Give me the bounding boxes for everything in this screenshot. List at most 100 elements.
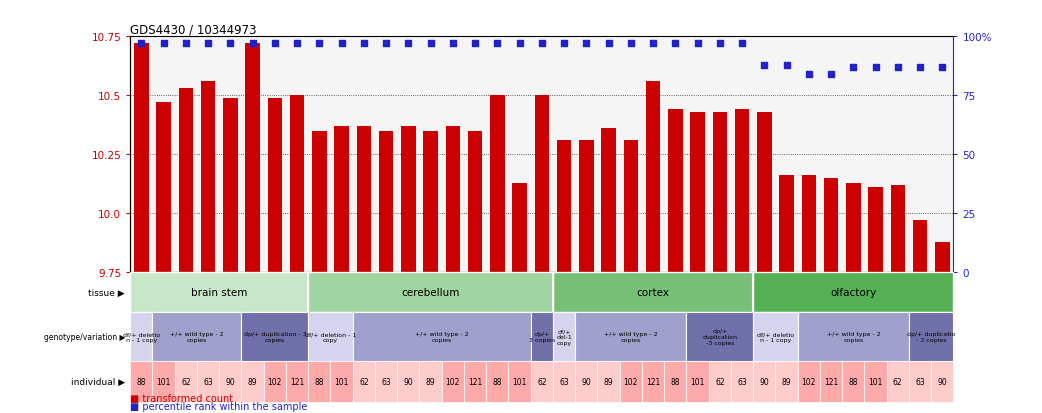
Text: olfactory: olfactory (830, 287, 876, 297)
Bar (735, 110, 749, 273)
Point (934, 64, 950, 71)
Bar (130, 361, 152, 402)
Bar (268, 98, 282, 273)
Bar (353, 361, 375, 402)
Bar (601, 129, 616, 273)
Bar (798, 361, 820, 402)
Bar (909, 361, 932, 402)
Text: 121: 121 (824, 377, 838, 386)
Bar (308, 312, 353, 361)
Bar (530, 361, 553, 402)
Text: 88: 88 (848, 377, 858, 386)
Bar (779, 176, 794, 273)
Point (645, 41, 662, 47)
Bar (913, 221, 927, 273)
Point (912, 64, 928, 71)
Bar (130, 312, 152, 361)
Point (712, 41, 728, 47)
Bar (286, 361, 308, 402)
Text: 89: 89 (782, 377, 791, 386)
Point (400, 41, 417, 47)
Bar (753, 312, 798, 361)
Bar (623, 141, 638, 273)
Text: 88: 88 (137, 377, 146, 386)
Bar (508, 361, 530, 402)
Bar (379, 131, 393, 273)
Text: 88: 88 (315, 377, 324, 386)
Text: 62: 62 (537, 377, 547, 386)
Point (200, 41, 217, 47)
Text: +/+ wild type - 2
copies: +/+ wild type - 2 copies (826, 331, 880, 342)
Point (890, 64, 907, 71)
Bar (401, 127, 416, 273)
Text: 101: 101 (334, 377, 349, 386)
Bar (290, 96, 304, 273)
Bar (356, 127, 371, 273)
Text: 89: 89 (603, 377, 614, 386)
Bar (397, 361, 420, 402)
Text: 102: 102 (446, 377, 460, 386)
Point (845, 64, 862, 71)
Text: 63: 63 (737, 377, 747, 386)
Bar (668, 110, 683, 273)
Bar (556, 141, 571, 273)
Bar (420, 361, 442, 402)
Text: df/+ deletio
n - 1 copy: df/+ deletio n - 1 copy (756, 331, 794, 342)
Text: 121: 121 (646, 377, 661, 386)
Bar (152, 361, 175, 402)
Text: ■ percentile rank within the sample: ■ percentile rank within the sample (130, 401, 307, 411)
Bar (824, 178, 839, 273)
Bar (423, 131, 438, 273)
Text: +/+ wild type - 2
copies: +/+ wild type - 2 copies (170, 331, 224, 342)
Bar (820, 361, 842, 402)
Point (355, 41, 372, 47)
Text: GDS4430 / 10344973: GDS4430 / 10344973 (130, 23, 256, 36)
Text: 62: 62 (715, 377, 724, 386)
Bar (530, 312, 553, 361)
Text: 101: 101 (513, 377, 527, 386)
Bar (242, 312, 308, 361)
Bar (887, 361, 909, 402)
Bar (178, 89, 193, 273)
Bar (308, 273, 553, 312)
Text: dp/+ duplication - 3
copies: dp/+ duplication - 3 copies (244, 331, 306, 342)
Text: 101: 101 (156, 377, 171, 386)
Bar (646, 82, 661, 273)
Point (333, 41, 350, 47)
Text: 88: 88 (671, 377, 680, 386)
Point (823, 71, 840, 78)
Bar (201, 82, 216, 273)
Text: +/+ wild type - 2
copies: +/+ wild type - 2 copies (604, 331, 658, 342)
Bar (891, 185, 905, 273)
Bar (620, 361, 642, 402)
Text: cortex: cortex (637, 287, 670, 297)
Text: 90: 90 (581, 377, 591, 386)
Bar (446, 127, 461, 273)
Bar (691, 112, 704, 273)
Bar (242, 361, 264, 402)
Bar (842, 361, 865, 402)
Text: +/+ wild type - 2
copies: +/+ wild type - 2 copies (415, 331, 469, 342)
Text: 63: 63 (381, 377, 391, 386)
Point (222, 41, 239, 47)
Bar (245, 44, 259, 273)
Text: 102: 102 (268, 377, 282, 386)
Bar (513, 183, 527, 273)
Text: 102: 102 (801, 377, 816, 386)
Point (578, 41, 595, 47)
Text: df/+ deletion - 1
copy: df/+ deletion - 1 copy (305, 331, 356, 342)
Bar (487, 361, 508, 402)
Point (311, 41, 327, 47)
Point (756, 62, 773, 69)
Bar (935, 242, 949, 273)
Text: 63: 63 (915, 377, 925, 386)
Text: 62: 62 (359, 377, 369, 386)
Text: 121: 121 (290, 377, 304, 386)
Point (133, 41, 150, 47)
Text: dp/+
3 copies: dp/+ 3 copies (528, 331, 555, 342)
Bar (156, 103, 171, 273)
Point (378, 41, 395, 47)
Bar (152, 312, 242, 361)
Bar (909, 312, 953, 361)
Bar (308, 361, 330, 402)
